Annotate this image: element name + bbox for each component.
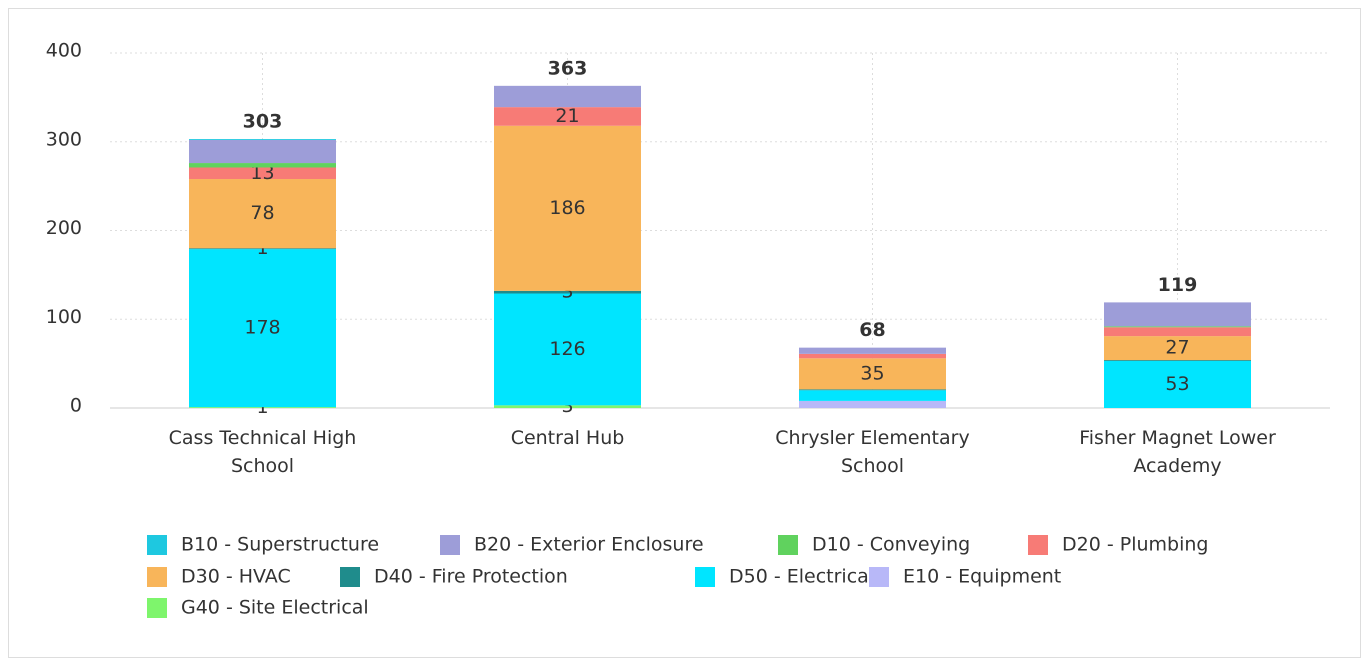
data-label: 126 bbox=[549, 338, 585, 360]
bar-segment bbox=[799, 389, 946, 391]
bar-segment bbox=[189, 167, 336, 180]
bar-segment bbox=[494, 290, 641, 294]
chart-frame bbox=[8, 8, 1361, 658]
y-tick-label: 100 bbox=[46, 306, 82, 328]
stack-total: 363 bbox=[548, 57, 588, 79]
y-tick-label: 400 bbox=[46, 40, 82, 62]
bar-segment bbox=[799, 390, 946, 401]
legend-swatch bbox=[147, 567, 167, 587]
x-tick-line: Academy bbox=[1133, 455, 1221, 477]
legend-label: D10 - Conveying bbox=[812, 534, 970, 556]
legend-label: D50 - Electrical bbox=[729, 566, 874, 588]
bar-segment bbox=[189, 163, 336, 168]
data-label: 186 bbox=[549, 197, 585, 219]
bar-segment bbox=[189, 139, 336, 164]
x-tick-line: School bbox=[231, 455, 294, 477]
y-tick-label: 0 bbox=[70, 395, 82, 417]
bar-segment bbox=[1104, 302, 1251, 327]
x-tick-label: Cass Technical High School bbox=[169, 427, 357, 477]
bar-segment bbox=[1104, 326, 1251, 328]
stack-total: 68 bbox=[859, 319, 885, 341]
legend-label: B10 - Superstructure bbox=[181, 534, 379, 556]
bar-segment bbox=[189, 248, 336, 250]
legend-label: B20 - Exterior Enclosure bbox=[474, 534, 704, 556]
data-label: 53 bbox=[1165, 373, 1189, 395]
data-label: 178 bbox=[244, 317, 280, 339]
x-tick-line: Fisher Magnet Lower bbox=[1079, 427, 1276, 449]
bar-segment bbox=[494, 85, 641, 108]
legend-label: D40 - Fire Protection bbox=[374, 566, 568, 588]
data-label: 35 bbox=[860, 362, 884, 384]
x-tick-line: School bbox=[841, 455, 904, 477]
y-tick-label: 300 bbox=[46, 128, 82, 150]
legend-swatch bbox=[1028, 535, 1048, 555]
x-tick-label: Fisher Magnet Lower Academy bbox=[1079, 427, 1276, 477]
data-label: 27 bbox=[1165, 337, 1189, 359]
data-label: 21 bbox=[555, 105, 579, 127]
legend-swatch bbox=[695, 567, 715, 587]
bar-segment bbox=[494, 405, 641, 408]
stack-total: 303 bbox=[243, 111, 283, 133]
legend-swatch bbox=[147, 598, 167, 618]
x-tick-label: Chrysler Elementary School bbox=[775, 427, 969, 477]
legend-swatch bbox=[440, 535, 460, 555]
x-tick-label: Central Hub bbox=[511, 427, 625, 449]
bar-segment bbox=[1104, 336, 1251, 361]
bar-segment bbox=[799, 400, 946, 408]
bar-segment bbox=[189, 407, 336, 408]
bar-segment bbox=[189, 139, 336, 140]
bar-segment bbox=[189, 249, 336, 408]
bar-segment bbox=[1104, 360, 1251, 408]
legend-swatch bbox=[147, 535, 167, 555]
y-tick-label: 200 bbox=[46, 217, 82, 239]
legend-swatch bbox=[778, 535, 798, 555]
bar-segment bbox=[1104, 360, 1251, 361]
x-tick-line: Central Hub bbox=[511, 427, 625, 449]
bar-segment bbox=[799, 353, 946, 359]
bar-segment bbox=[799, 358, 946, 390]
legend-label: D30 - HVAC bbox=[181, 566, 291, 588]
bar-segment bbox=[189, 179, 336, 249]
legend-swatch bbox=[340, 567, 360, 587]
legend-label: D20 - Plumbing bbox=[1062, 534, 1208, 556]
bar-segment bbox=[494, 293, 641, 406]
data-label: 78 bbox=[250, 202, 274, 224]
legend-label: E10 - Equipment bbox=[903, 566, 1061, 588]
legend-label: G40 - Site Electrical bbox=[181, 597, 369, 619]
legend-swatch bbox=[869, 567, 889, 587]
bar-segment bbox=[799, 347, 946, 354]
bar-segment bbox=[494, 125, 641, 291]
bar-segment bbox=[494, 107, 641, 126]
x-tick-line: Cass Technical High bbox=[169, 427, 357, 449]
stack-total: 119 bbox=[1158, 274, 1198, 296]
x-tick-line: Chrysler Elementary bbox=[775, 427, 969, 449]
bar-segment bbox=[1104, 327, 1251, 337]
